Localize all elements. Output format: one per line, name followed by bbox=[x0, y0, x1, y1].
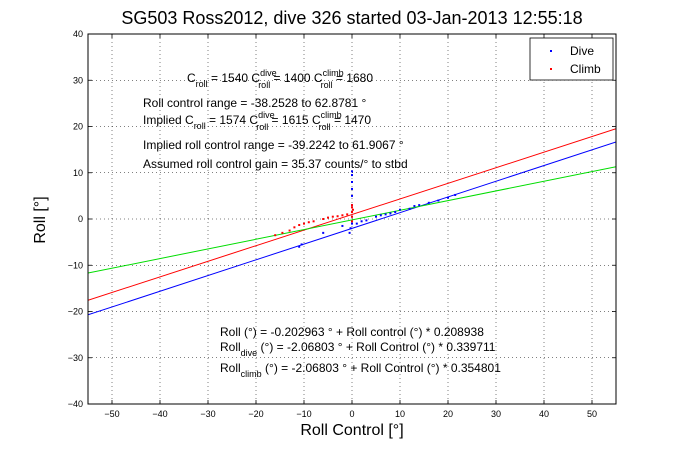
data-point bbox=[351, 222, 353, 225]
y-tick-label: 20 bbox=[73, 122, 83, 132]
data-point bbox=[348, 231, 351, 234]
data-point bbox=[351, 208, 354, 211]
legend-marker bbox=[550, 68, 552, 70]
x-tick-label: 50 bbox=[587, 409, 597, 419]
data-point bbox=[394, 211, 397, 214]
data-point bbox=[351, 220, 353, 223]
data-point bbox=[288, 229, 291, 232]
data-point bbox=[351, 174, 353, 177]
x-tick-label: −30 bbox=[200, 409, 215, 419]
annotation: Implied roll control range = -39.2242 to… bbox=[143, 138, 404, 152]
data-point bbox=[298, 224, 301, 227]
data-point bbox=[408, 207, 411, 210]
fit-line bbox=[88, 141, 616, 316]
y-tick-label: 10 bbox=[73, 168, 83, 178]
series-layer bbox=[88, 128, 616, 316]
data-point bbox=[351, 187, 353, 190]
data-point bbox=[281, 231, 284, 234]
data-point bbox=[375, 215, 377, 218]
grid bbox=[88, 34, 616, 404]
data-point bbox=[351, 194, 353, 197]
fit-line bbox=[88, 128, 616, 301]
data-point bbox=[351, 211, 353, 214]
data-point bbox=[351, 215, 353, 218]
annotation: Assumed roll control gain = 35.37 counts… bbox=[143, 157, 408, 171]
legend: Dive Climb bbox=[529, 37, 614, 81]
data-point bbox=[312, 220, 315, 223]
data-point bbox=[389, 212, 392, 215]
x-tick-label: 20 bbox=[443, 409, 453, 419]
x-tick-label: −10 bbox=[296, 409, 311, 419]
y-tick-label: −30 bbox=[68, 353, 83, 363]
x-tick-label: −20 bbox=[248, 409, 263, 419]
annotation: Rollclimb (°) = -2.06803 ° + Roll Contro… bbox=[220, 361, 501, 379]
data-point bbox=[351, 204, 353, 207]
data-point bbox=[336, 215, 339, 218]
x-tick-label: 40 bbox=[539, 409, 549, 419]
annotation: Implied Croll = 1574 Cdive roll = 1615 Cc… bbox=[143, 110, 371, 132]
data-point bbox=[447, 196, 449, 199]
y-tick-label: 40 bbox=[73, 29, 83, 39]
x-tick-label: −50 bbox=[104, 409, 119, 419]
data-point bbox=[379, 214, 382, 217]
data-point bbox=[346, 213, 349, 216]
annotation: Roll control range = -38.2528 to 62.8781… bbox=[143, 96, 366, 110]
data-point bbox=[351, 206, 353, 209]
x-tick-label: 30 bbox=[491, 409, 501, 419]
x-axis-label: Roll Control [°] bbox=[300, 422, 403, 439]
y-tick-label: 0 bbox=[78, 214, 83, 224]
data-point bbox=[413, 205, 416, 208]
annotation: Rolldive (°) = -2.06803 ° + Roll Control… bbox=[220, 340, 496, 358]
y-tick-label: −20 bbox=[68, 307, 83, 317]
data-point bbox=[399, 208, 401, 211]
legend-label: Dive bbox=[570, 44, 594, 58]
legend-label: Climb bbox=[570, 62, 601, 76]
data-point bbox=[307, 221, 310, 224]
data-point bbox=[384, 213, 387, 216]
ticks: −50 −40 −30 −20 −10 0 10 20 30 40 50 −40 −30 −20 −10 0 1… bbox=[68, 29, 617, 419]
data-point bbox=[322, 231, 325, 234]
data-point bbox=[293, 226, 296, 229]
data-point bbox=[274, 234, 277, 237]
annotations: Croll = 1540 Cdive roll = 1400 Cclimb roll… bbox=[143, 68, 501, 379]
y-tick-label: 30 bbox=[73, 75, 83, 85]
data-point bbox=[322, 218, 325, 220]
data-point bbox=[341, 224, 344, 227]
data-point bbox=[351, 181, 353, 183]
legend-marker bbox=[550, 50, 552, 52]
annotation: Croll = 1540 Cdive roll = 1400 Cclimb roll… bbox=[187, 68, 373, 90]
data-point bbox=[351, 170, 353, 173]
data-point bbox=[355, 222, 358, 225]
chart-title: SG503 Ross2012, dive 326 started 03-Jan-… bbox=[121, 8, 582, 28]
data-point bbox=[331, 215, 334, 218]
x-tick-label: 10 bbox=[395, 409, 405, 419]
data-point bbox=[349, 227, 352, 230]
annotation: Roll (°) = -0.202963 ° + Roll control (°… bbox=[220, 325, 484, 339]
data-point bbox=[300, 243, 303, 246]
data-point bbox=[365, 219, 368, 222]
y-tick-label: −40 bbox=[68, 399, 83, 409]
fit-line bbox=[88, 166, 616, 274]
y-tick-label: −10 bbox=[68, 260, 83, 270]
data-point bbox=[437, 199, 440, 202]
y-axis-label: Roll [°] bbox=[32, 196, 49, 243]
legend-box bbox=[529, 37, 614, 81]
x-tick-label: 0 bbox=[349, 409, 354, 419]
data-point bbox=[418, 204, 421, 207]
data-point bbox=[303, 222, 305, 225]
data-point bbox=[360, 220, 363, 223]
data-point bbox=[327, 216, 329, 219]
x-tick-label: −40 bbox=[152, 409, 167, 419]
data-point bbox=[454, 193, 457, 196]
data-point bbox=[427, 201, 430, 204]
data-point bbox=[341, 214, 344, 217]
data-point bbox=[298, 245, 301, 248]
